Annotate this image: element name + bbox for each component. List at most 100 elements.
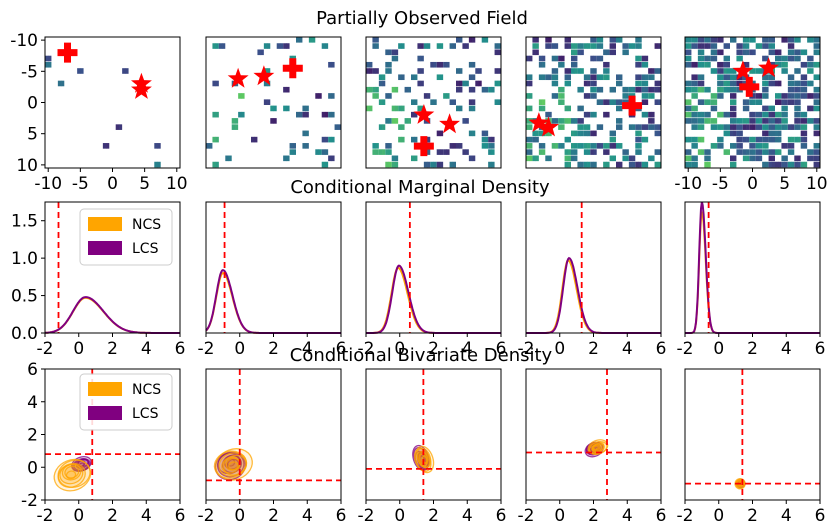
marginal-xtick-label: 4 bbox=[462, 339, 473, 359]
observed-cell bbox=[755, 155, 760, 162]
observed-cell bbox=[752, 136, 756, 143]
observed-cell bbox=[781, 55, 785, 62]
observed-cell bbox=[526, 124, 530, 130]
observed-cell bbox=[720, 111, 724, 118]
bivariate-xtick-label: 4 bbox=[781, 506, 792, 526]
observed-cell bbox=[312, 37, 316, 43]
observed-cell bbox=[331, 155, 335, 162]
observed-cell bbox=[688, 136, 692, 143]
observed-cell bbox=[685, 80, 689, 87]
density-curve-ncs bbox=[45, 296, 180, 334]
observed-cell bbox=[651, 124, 655, 130]
observed-cell bbox=[704, 43, 708, 49]
observed-cell bbox=[225, 155, 229, 162]
observed-cell bbox=[472, 74, 476, 81]
observed-cell bbox=[787, 80, 792, 87]
observed-cell bbox=[481, 136, 486, 143]
bivariate-xtick-label: 0 bbox=[234, 506, 245, 526]
observed-cell bbox=[707, 86, 711, 93]
observed-cell bbox=[752, 155, 756, 162]
observed-cell bbox=[420, 55, 424, 62]
observed-cell bbox=[723, 124, 728, 130]
observed-cell bbox=[720, 93, 724, 99]
observed-cell bbox=[599, 74, 604, 81]
observed-cell bbox=[606, 143, 610, 149]
observed-cell bbox=[532, 49, 536, 56]
query-star-marker bbox=[439, 113, 460, 134]
observed-cell bbox=[638, 61, 642, 68]
observed-cell bbox=[704, 155, 708, 162]
observed-cell bbox=[803, 143, 808, 149]
observed-cell bbox=[651, 111, 655, 118]
observed-cell bbox=[726, 149, 730, 155]
observed-cell bbox=[526, 80, 530, 87]
observed-cell bbox=[414, 74, 418, 81]
observed-cell bbox=[800, 111, 805, 118]
observed-cell bbox=[583, 161, 588, 168]
observed-cell bbox=[701, 124, 705, 130]
observed-cell bbox=[813, 49, 818, 56]
observed-cell bbox=[803, 61, 808, 68]
observed-cell bbox=[375, 86, 379, 93]
observed-cell bbox=[787, 49, 792, 56]
observed-cell bbox=[720, 143, 724, 149]
observed-cell bbox=[685, 149, 689, 155]
observed-cell bbox=[778, 118, 782, 124]
observed-cell bbox=[548, 118, 552, 124]
observed-cell bbox=[609, 37, 614, 43]
observed-cell bbox=[787, 124, 792, 130]
observed-cell bbox=[707, 155, 711, 162]
observed-cell bbox=[710, 99, 715, 105]
observed-cell bbox=[580, 124, 584, 130]
observed-cell bbox=[746, 99, 750, 105]
observed-cell bbox=[468, 130, 473, 137]
observed-cell bbox=[459, 37, 463, 43]
observed-cell bbox=[803, 86, 808, 93]
observed-cell bbox=[125, 68, 129, 74]
bivariate-xtick-label: -2 bbox=[37, 506, 54, 526]
observed-cell bbox=[657, 124, 661, 130]
observed-cell bbox=[590, 37, 594, 43]
observed-cell bbox=[787, 136, 792, 143]
observed-cell bbox=[606, 99, 610, 105]
observed-cell bbox=[813, 161, 818, 168]
legend-label-ncs: NCS bbox=[132, 217, 161, 233]
observed-cell bbox=[701, 149, 705, 155]
observed-cell bbox=[583, 74, 588, 81]
observed-cell bbox=[622, 86, 626, 93]
observed-cell bbox=[497, 99, 501, 105]
observed-cell bbox=[685, 61, 689, 68]
observed-cell bbox=[765, 43, 769, 49]
observed-cell bbox=[781, 111, 785, 118]
observed-cell bbox=[803, 161, 808, 168]
observed-cell bbox=[599, 143, 604, 149]
legend-label-lcs: LCS bbox=[132, 406, 159, 422]
observed-cell bbox=[391, 155, 396, 162]
observed-cell bbox=[765, 143, 769, 149]
observed-cell bbox=[324, 43, 329, 49]
observed-cell bbox=[302, 143, 306, 149]
bivariate-xtick-label: -2 bbox=[677, 506, 694, 526]
observed-cell bbox=[797, 68, 801, 74]
observed-cell bbox=[710, 143, 715, 149]
observed-cell bbox=[800, 118, 805, 124]
observed-cell bbox=[717, 86, 721, 93]
observed-cell bbox=[542, 149, 546, 155]
observed-cell bbox=[452, 43, 456, 49]
query-star-marker bbox=[131, 79, 152, 99]
observed-cell bbox=[654, 130, 659, 137]
observed-cell bbox=[375, 149, 379, 155]
observed-cell bbox=[529, 93, 533, 99]
observed-cell bbox=[746, 118, 750, 124]
observed-cell bbox=[439, 61, 444, 68]
observed-cell bbox=[574, 155, 578, 162]
observed-cell bbox=[707, 111, 711, 118]
observed-cell bbox=[742, 49, 747, 56]
observed-cell bbox=[423, 93, 428, 99]
observed-cell bbox=[813, 143, 818, 149]
observed-cell bbox=[697, 149, 702, 155]
observed-cell bbox=[755, 93, 760, 99]
observed-cell bbox=[733, 86, 737, 93]
observed-cell bbox=[619, 74, 623, 81]
observed-cell bbox=[257, 49, 261, 56]
